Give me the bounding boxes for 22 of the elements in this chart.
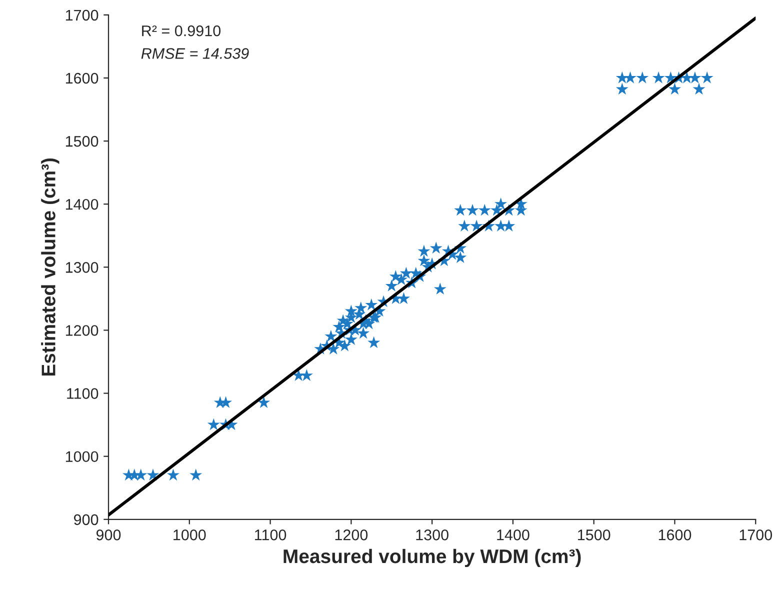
x-tick-label: 1000 [174, 530, 206, 540]
x-tick-label: 1100 [255, 530, 286, 540]
y-tick-label: 1700 [66, 10, 98, 21]
x-axis-title: Measured volume by WDM (cm³) [284, 548, 581, 568]
y-tick-label: 1500 [66, 136, 98, 147]
y-tick-label: 1300 [66, 262, 98, 273]
x-tick-label: 900 [96, 530, 121, 540]
y-tick-label: 1200 [66, 325, 98, 336]
x-tick-label: 1300 [416, 530, 448, 540]
x-tick-label: 1500 [578, 530, 610, 540]
y-tick-label: 1100 [67, 388, 98, 399]
y-axis-title: Estimated volume (cm³) [41, 158, 60, 376]
y-tick-label: 900 [74, 514, 98, 526]
x-tick-label: 1200 [335, 530, 368, 540]
x-tick-label: 1600 [658, 530, 692, 540]
y-tick-label: 1600 [66, 72, 98, 84]
annotation: R² = 0.9910 [142, 25, 221, 36]
x-tick-label: 1700 [740, 530, 772, 540]
x-tick-label: 1400 [497, 530, 530, 540]
y-tick-label: 1000 [66, 451, 98, 462]
annotation: RMSE = 14.539 [141, 48, 249, 59]
y-tick-label: 1400 [66, 198, 98, 210]
